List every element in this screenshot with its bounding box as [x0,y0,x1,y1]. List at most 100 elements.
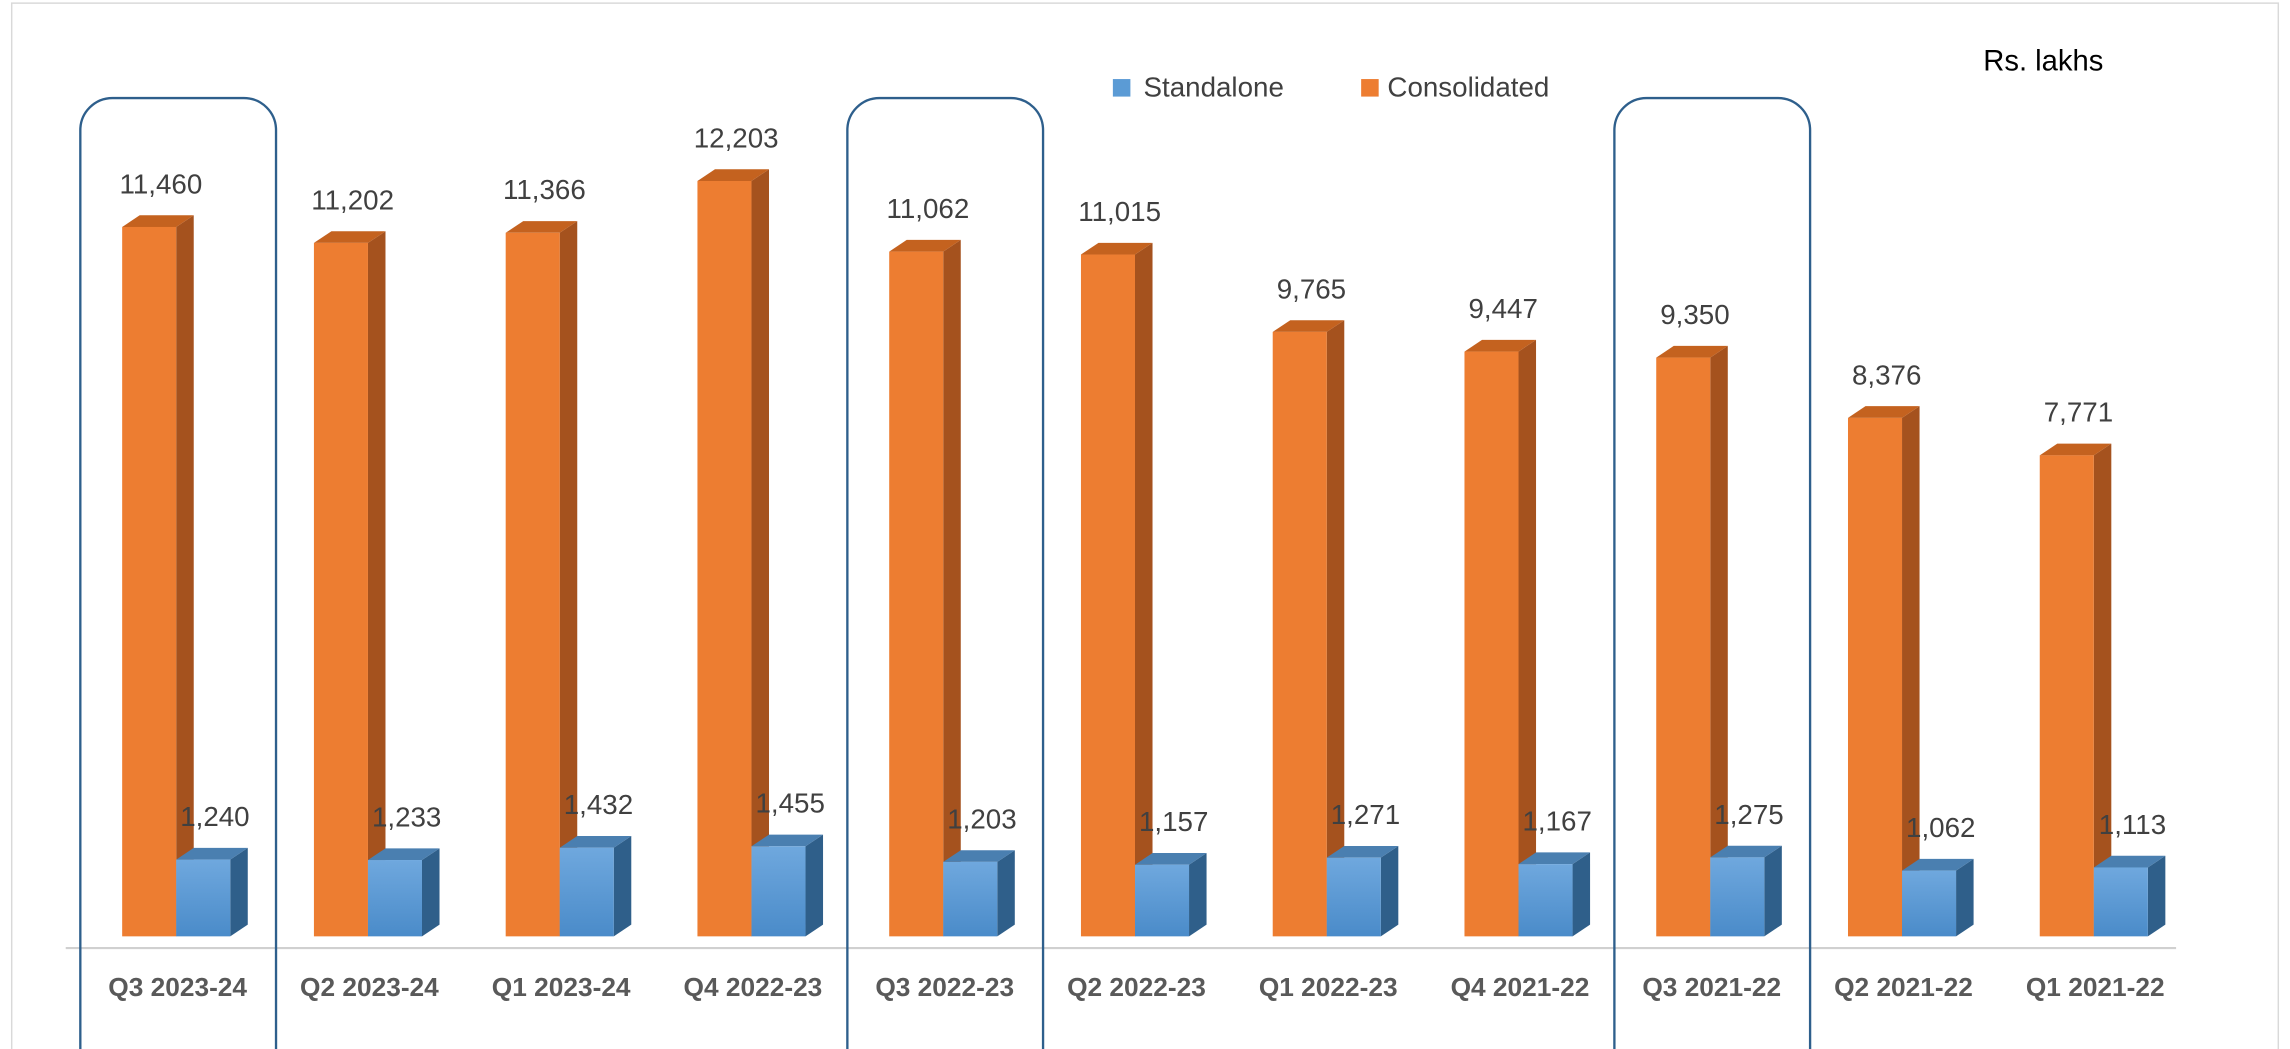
bar-top [2093,855,2166,868]
data-label: 9,350 [1660,299,1729,330]
x-tick-label: Q2 2022-23 [1067,972,1206,1002]
x-tick-label: Q2 2023-24 [300,972,439,1002]
x-tick-label: Q2 2021-22 [1834,972,1973,1002]
data-label: 1,455 [755,788,824,819]
bar [1326,845,1399,937]
data-label: 11,202 [311,184,394,215]
bar-side [1902,406,1920,937]
bar-top [505,221,578,233]
bar-top [1080,242,1153,255]
bar-top [559,836,632,848]
bar [122,215,194,937]
bar-front [122,226,177,937]
bar [559,836,632,937]
bar [505,221,578,937]
bar-front [1902,870,1957,937]
data-label: 8,376 [1852,359,1921,390]
x-tick-label: Q3 2023-24 [108,972,247,1002]
bar-front [559,847,614,937]
bar-side [367,231,386,937]
bar [313,231,386,937]
bar-top [1272,320,1345,332]
x-tick-label: Q1 2021-22 [2026,972,2165,1002]
data-label: 1,203 [947,803,1016,834]
bar-side [1710,345,1728,937]
bar-side [1572,852,1591,937]
bar-front [1847,417,1903,937]
data-label: 1,233 [372,801,441,832]
data-label: 1,271 [1331,799,1400,830]
bar-side [2147,855,2166,937]
bar-side [943,239,961,937]
bar-front [176,859,231,937]
bar-front [1656,357,1711,937]
bar-top [1710,845,1782,858]
bar-side [613,836,632,937]
bar-top [1464,339,1537,352]
bar-top [697,169,770,181]
bar-side [1764,845,1782,937]
bar-side [559,221,578,937]
unit-annotation: Rs. lakhs [1983,46,2103,78]
bar [943,850,1015,937]
bar [176,847,248,937]
bar-front [2039,455,2094,937]
chart-frame [10,2,2280,1049]
legend-swatch [1361,79,1379,97]
bar-top [1134,853,1207,865]
bar-top [1518,852,1591,865]
bar-front [367,860,422,937]
bar-top [122,215,194,227]
bar-front [1134,864,1190,937]
bar-side [751,169,770,937]
bar-front [505,232,560,937]
data-label: 11,366 [503,174,586,205]
bar [1656,345,1728,937]
bar [1272,320,1345,937]
x-tick-label: Q4 2021-22 [1451,972,1590,1002]
bar-top [313,231,386,243]
bar [1134,853,1207,937]
bar-top [751,834,824,847]
x-tick-label: Q3 2021-22 [1642,972,1781,1002]
bar-side [176,215,194,937]
bar [1518,852,1591,937]
legend-label: Consolidated [1387,72,1549,103]
bar [1710,845,1782,937]
bar [1902,858,1974,937]
data-label: 9,765 [1277,273,1346,304]
bar-side [2093,443,2112,937]
bar-side [1189,853,1207,937]
bar-front [1326,857,1381,937]
bar [1464,339,1537,937]
highlight-box [1613,96,1812,1049]
bar-top [1847,406,1920,418]
data-label: 11,015 [1078,196,1161,227]
bar-side [1956,858,1974,937]
bar-front [1464,351,1519,937]
bar-side [1518,339,1537,937]
bar-side [1326,320,1345,937]
bar-front [751,846,806,937]
highlights [79,96,1812,1049]
data-label: 1,432 [564,789,633,820]
bar-side [230,847,248,937]
bar-front [1710,857,1765,937]
x-tick-label: Q1 2023-24 [492,972,631,1002]
data-label: 1,240 [180,801,249,832]
bar [2093,855,2166,937]
bar [367,848,440,937]
bar-front [313,242,368,937]
bar [697,169,770,937]
bar-top [1326,845,1399,858]
bar-top [1902,858,1974,871]
data-label: 1,113 [2099,809,2166,840]
legend: Standalone Consolidated [1112,72,1549,103]
bar-side [997,850,1015,937]
highlight-box [846,96,1045,1049]
bar-top [367,848,440,861]
bar [751,834,824,937]
data-label: 1,157 [1139,806,1208,837]
